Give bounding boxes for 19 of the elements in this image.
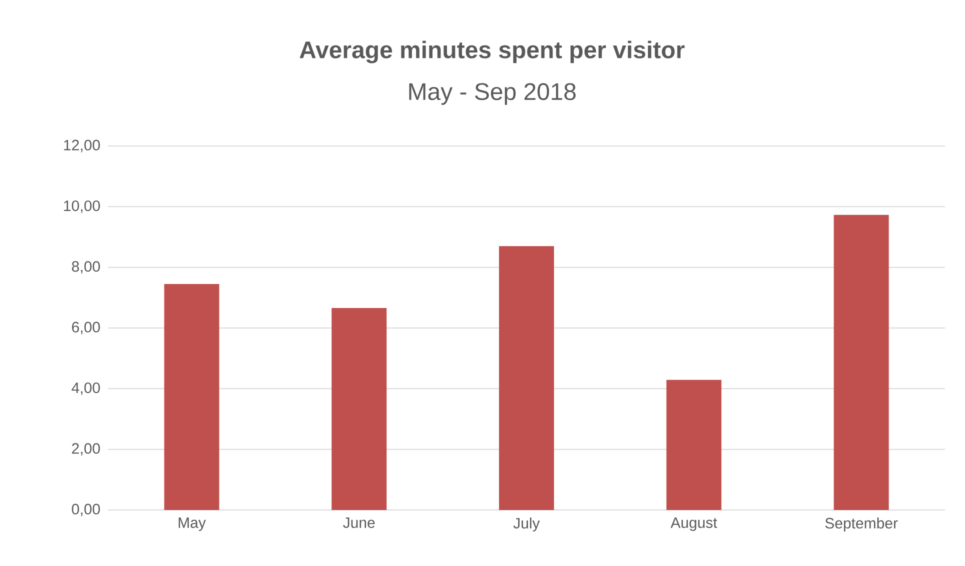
x-tick-label: July	[513, 518, 540, 532]
bar	[834, 214, 889, 510]
x-tick-label: August	[670, 518, 718, 531]
y-tick-label: 12,00	[64, 140, 100, 152]
bar	[499, 246, 554, 510]
x-tick-label: May	[178, 518, 206, 531]
y-tick-label: 0,00	[72, 504, 100, 516]
y-tick-label: 10,00	[64, 200, 100, 213]
bar	[164, 284, 220, 510]
y-tick-label: 6,00	[72, 322, 100, 334]
x-tick-label: June	[343, 518, 375, 528]
bar	[666, 380, 722, 510]
x-tick-label: September	[825, 518, 898, 532]
chart-subtitle: May - Sep 2018	[409, 83, 576, 105]
y-tick-label: 2,00	[72, 443, 100, 456]
chart-title: Average minutes spent per visitor	[300, 40, 685, 64]
bar	[332, 308, 387, 510]
y-tick-label: 8,00	[72, 261, 100, 274]
y-tick-label: 4,00	[72, 382, 100, 395]
